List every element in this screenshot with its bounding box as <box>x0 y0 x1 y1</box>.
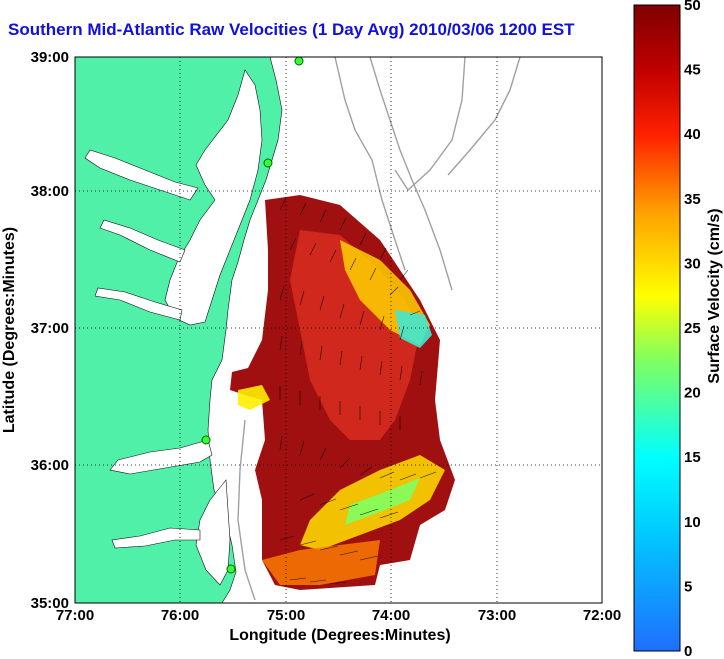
colorbar-tick-label: 5 <box>684 578 692 595</box>
james-river <box>94 287 183 321</box>
map-title: Southern Mid-Atlantic Raw Velocities (1 … <box>8 20 575 39</box>
y-tick-label: 36:00 <box>31 457 69 474</box>
colorbar-tick-label: 20 <box>684 385 701 402</box>
y-tick-label: 39:00 <box>31 49 69 66</box>
colorbar-tick-label: 40 <box>684 126 701 143</box>
radar-stations <box>201 57 304 574</box>
colorbar-tick-label: 25 <box>684 320 701 337</box>
colorbar-label: Surface Velocity (cm/s) <box>706 208 723 383</box>
colorbar-gradient <box>633 4 681 652</box>
y-axis-label: Latitude (Degrees:Minutes) <box>1 227 18 433</box>
x-ticks: 77:00 76:00 75:00 74:00 73:00 72:00 <box>56 607 621 624</box>
y-ticks: 39:00 38:00 37:00 36:00 35:00 <box>31 49 69 612</box>
albemarle-sound <box>109 439 213 475</box>
x-tick-label: 76:00 <box>161 607 199 624</box>
y-tick-label: 38:00 <box>31 183 69 200</box>
colorbar-tick-label: 10 <box>684 514 701 531</box>
station-marker <box>226 564 236 574</box>
potomac-river <box>84 149 199 201</box>
pamlico-sound <box>195 479 231 586</box>
pamlico-river <box>111 527 201 549</box>
colorbar-tick-label: 45 <box>684 62 701 79</box>
colorbar-tick-label: 15 <box>684 449 701 466</box>
x-tick-label: 75:00 <box>267 607 305 624</box>
rappahannock-river <box>99 219 186 263</box>
station-marker <box>263 158 273 168</box>
y-tick-label: 37:00 <box>31 320 69 337</box>
colorbar-tick-label: 50 <box>684 0 701 14</box>
x-tick-label: 73:00 <box>478 607 516 624</box>
station-marker <box>294 57 304 66</box>
x-tick-label: 77:00 <box>56 607 94 624</box>
colorbar-tick-label: 35 <box>684 191 701 208</box>
x-tick-label: 72:00 <box>583 607 621 624</box>
x-tick-label: 74:00 <box>372 607 410 624</box>
colorbar-tick-label: 30 <box>684 255 701 272</box>
bathymetry-contours <box>237 57 521 601</box>
y-tick-label: 35:00 <box>31 595 69 612</box>
x-axis-label: Longitude (Degrees:Minutes) <box>229 627 450 644</box>
colorbar-tick-label: 0 <box>684 643 692 659</box>
graticule <box>75 57 602 603</box>
station-marker <box>201 435 211 445</box>
